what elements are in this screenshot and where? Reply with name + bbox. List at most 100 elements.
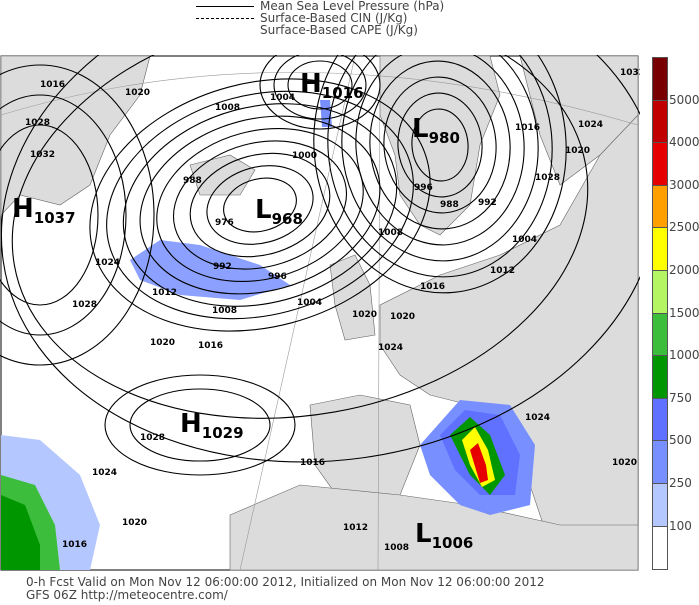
isobar-label: 1020: [352, 310, 377, 320]
colorbar-label: 250: [669, 476, 692, 490]
isobar-label: 996: [268, 272, 287, 282]
colorbar-segment: [653, 143, 667, 186]
isobar-label: 988: [183, 176, 202, 186]
isobar-label: 1028: [535, 173, 560, 183]
isobar-label: 1032: [620, 68, 640, 78]
isobar-label: 1020: [125, 88, 150, 98]
isobar: [287, 60, 353, 110]
isobar-label: 1020: [612, 458, 637, 468]
colorbar-segment: [653, 441, 667, 484]
colorbar-label: 2000: [669, 263, 699, 277]
isobar-label: 976: [215, 218, 234, 228]
isobar-label: 988: [440, 200, 459, 210]
isobar-label: 1032: [30, 150, 55, 160]
isobar: [313, 55, 567, 294]
colorbar-segment: [653, 270, 667, 314]
isobar: [11, 55, 589, 419]
isobar-label: 1004: [270, 93, 295, 103]
colorbar-segment: [653, 228, 667, 271]
isobar-label: 1028: [72, 300, 97, 310]
pressure-centers: H1016 L980 L968 H1037 H1029 L1006: [12, 69, 473, 552]
isobar: [0, 55, 640, 463]
colorbar-segment: [653, 483, 667, 527]
colorbar-segment: [653, 398, 667, 442]
high-pressure-center: H1029: [180, 409, 244, 442]
isobar-label: 1008: [384, 543, 409, 553]
isobar: [139, 115, 381, 295]
isobar: [172, 140, 348, 270]
colorbar-label: 100: [669, 518, 692, 533]
isobars: [0, 55, 640, 476]
isobar: [273, 55, 367, 120]
isobar-label: 1020: [565, 146, 590, 156]
isobar-label: 1024: [92, 468, 117, 478]
isobar: [327, 55, 553, 278]
isobar-label: 1016: [515, 123, 540, 133]
isobar: [355, 55, 525, 246]
colorbar-label: 500: [669, 433, 692, 448]
isobar: [122, 103, 398, 307]
isobar-label: 1008: [212, 306, 237, 316]
isobar-label: 1028: [25, 118, 50, 128]
isobar: [223, 177, 297, 233]
isobar-label: 1016: [420, 282, 445, 292]
isobar: [0, 94, 127, 336]
weather-map: 1016 1020 1028 1032 1024 1028 1020 1008 1004 1000…: [0, 55, 640, 571]
low-pressure-center: L980: [412, 114, 460, 147]
colorbar-label: 750: [669, 390, 692, 405]
colorbar-label: 4000: [669, 135, 699, 150]
isobar-label: 1020: [150, 338, 175, 348]
land-masses: [0, 55, 639, 571]
colorbar-label: 1500: [669, 305, 699, 320]
colorbar-label: 1000: [669, 348, 699, 363]
colorbar-label: 3000: [669, 177, 699, 192]
isobar-label: 1016: [300, 458, 325, 468]
isobar: [411, 108, 469, 182]
isobar-label: 1012: [490, 266, 515, 276]
isobar-label: 1024: [95, 258, 120, 268]
cape-colorbar: [652, 57, 668, 571]
isobar: [206, 165, 314, 245]
isobar-label: 1016: [40, 80, 65, 90]
colorbar-segment: [653, 185, 667, 229]
colorbar-segment: [653, 58, 667, 101]
isobar-label: 1028: [140, 433, 165, 443]
colorbar-label: 2500: [669, 220, 699, 235]
isobar: [259, 55, 381, 130]
isobar-label: 1004: [297, 298, 322, 308]
cape-shading: [1, 100, 535, 570]
isobar-label: 992: [478, 198, 497, 208]
isobar-label: 1024: [378, 343, 403, 353]
legend-cape: Surface-Based CAPE (J/Kg): [260, 23, 418, 37]
isobar-label: 1016: [198, 341, 223, 351]
colorbar-segment: [653, 526, 667, 570]
legend-mslp: Mean Sea Level Pressure (hPa): [260, 0, 445, 13]
valid-time-text: 0-h Fcst Valid on Mon Nov 12 06:00:00 20…: [26, 575, 545, 589]
colorbar-segment: [653, 356, 667, 399]
legend: Mean Sea Level Pressure (hPa) Surface-Ba…: [196, 0, 444, 36]
isobar: [189, 152, 331, 258]
high-pressure-center: H1016: [300, 69, 364, 102]
isobar: [383, 76, 497, 214]
colorbar-segment: [653, 100, 667, 144]
high-pressure-center: H1037: [12, 194, 76, 227]
isobar: [104, 374, 296, 476]
colorbar-label: 5000: [669, 92, 699, 107]
isobar-label: 1008: [378, 228, 403, 238]
isobar-labels: 1016 1020 1028 1032 1024 1028 1020 1008 1004 1000…: [25, 68, 640, 553]
isobar-label: 1024: [525, 413, 550, 423]
colorbar-segment: [653, 313, 667, 357]
isobar-label: 1020: [122, 518, 147, 528]
isobar: [341, 55, 539, 262]
source-text: GFS 06Z http://meteocentre.com/: [26, 588, 228, 602]
isobar: [129, 388, 271, 462]
isobar: [89, 78, 431, 332]
low-pressure-center: L968: [255, 195, 303, 228]
isobar: [369, 60, 511, 230]
dashed-line-swatch: [196, 17, 254, 19]
low-pressure-center: L1006: [415, 519, 473, 552]
isobar-label: 1012: [343, 523, 368, 533]
isobar-label: 1024: [578, 120, 603, 130]
isobar-label: 1016: [62, 540, 87, 550]
isobar: [397, 92, 483, 198]
